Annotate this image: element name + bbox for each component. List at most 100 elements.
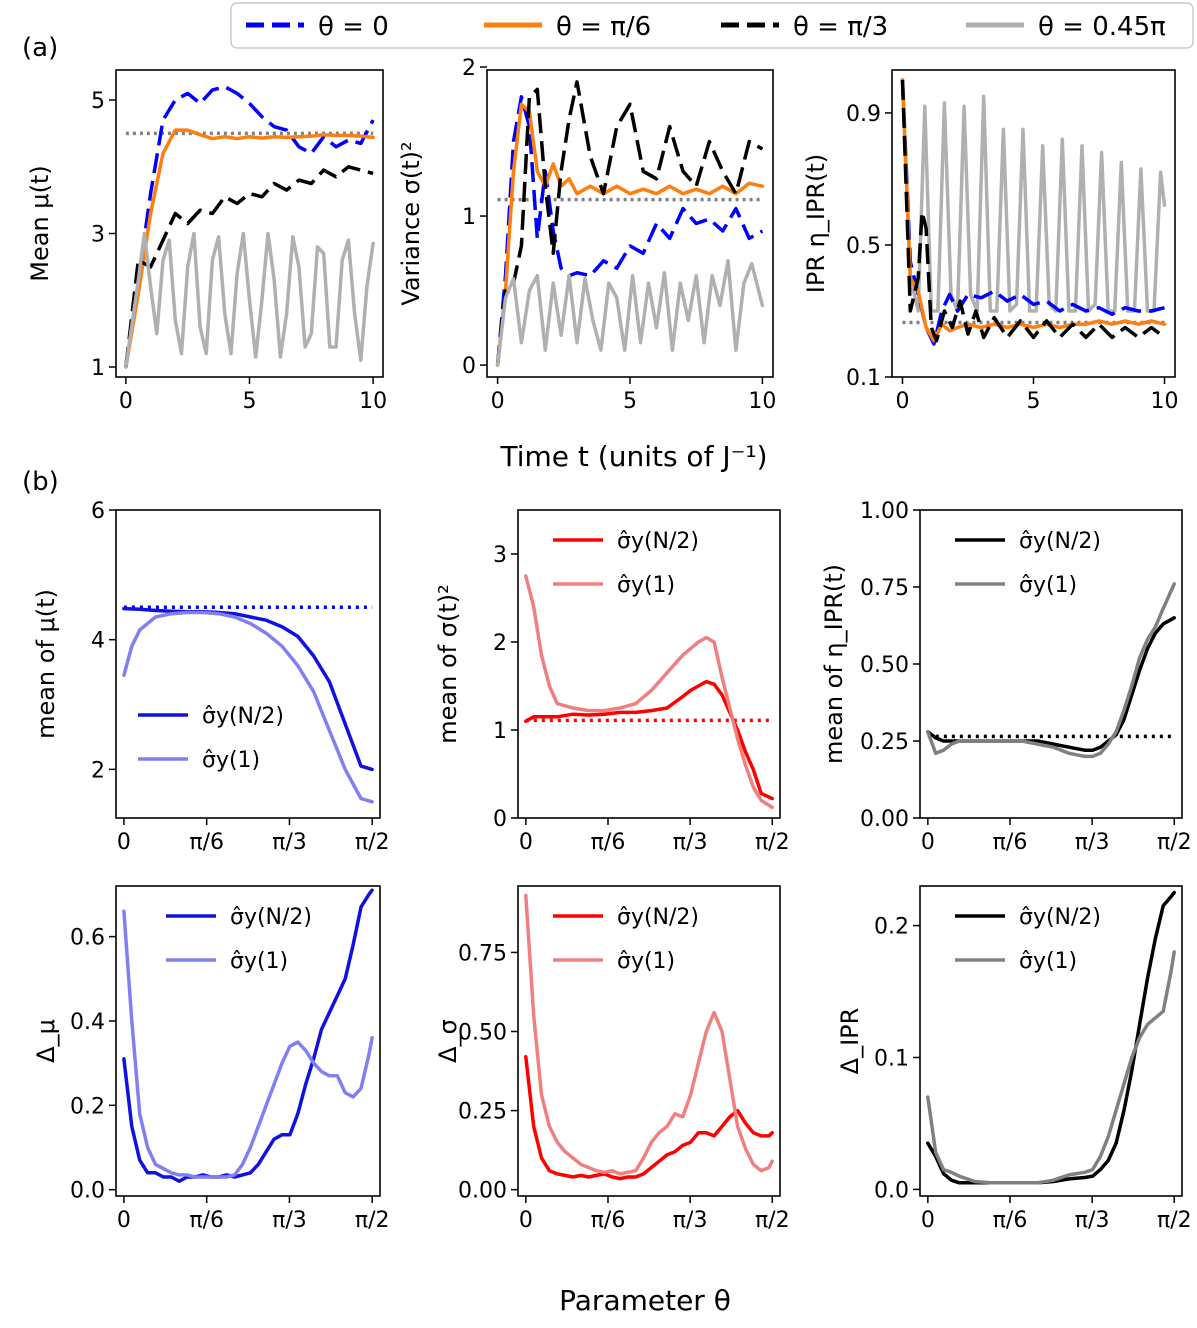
series-line-b5-1: [524, 893, 774, 1176]
legend-b4: σ̂y(N/2) σ̂y(1): [166, 905, 312, 974]
x-tick-label: π/6: [591, 1208, 626, 1233]
legend-label: σ̂y(1): [202, 748, 260, 773]
series-line-b4-1: [122, 909, 374, 1179]
chart-b5: 0 π/6 π/3 π/20.000.250.500.75Δ_σσ̂y(N/2)σ̂y…: [434, 885, 790, 1233]
y-tick-label: 0.1: [846, 366, 881, 391]
legend-label: σ̂y(1): [617, 949, 675, 974]
y-tick-label: 3: [91, 223, 105, 248]
chart-b3: 0 π/6 π/3 π/2 0.00 0.25 0.50 0.75 1.00 mean of η_…: [820, 499, 1192, 855]
legend-label: σ̂y(N/2): [617, 529, 699, 554]
y-tick-label: 0.9: [846, 102, 881, 127]
legend-a: θ = 0 θ = π/6 θ = π/3 θ = 0.45π: [230, 2, 1194, 49]
y-tick-label: 0.50: [860, 653, 909, 678]
x-tick-label: 5: [1027, 389, 1041, 414]
y-tick-label: 0.5: [846, 234, 881, 259]
axes-frame: [919, 885, 1183, 1197]
x-tick-label: π/6: [189, 830, 224, 855]
legend-b1: σ̂y(N/2) σ̂y(1): [138, 704, 284, 773]
y-tick-label: 0.2: [874, 915, 909, 940]
y-tick-label: 0.00: [860, 807, 909, 832]
series-line-b2-1: [524, 574, 774, 810]
parameter-axis-label: Parameter θ: [559, 1284, 731, 1317]
y-axis-label: mean of μ(t): [32, 589, 60, 739]
legend-b3: σ̂y(N/2) σ̂y(1): [955, 529, 1101, 598]
y-tick-label: 0.00: [458, 1179, 507, 1204]
y-tick-label: 0.6: [70, 926, 105, 951]
x-tick-label: π/3: [673, 830, 708, 855]
series-line-b2-0: [524, 679, 774, 801]
x-tick-label: 0: [921, 1208, 935, 1233]
legend-b5: σ̂y(N/2) σ̂y(1): [553, 905, 699, 974]
series-line-a3-2: [900, 78, 1167, 343]
series-line-a1-3: [124, 231, 375, 369]
x-tick-label: π/6: [993, 830, 1028, 855]
axes-frame: [115, 885, 381, 1197]
axes-frame: [517, 509, 781, 819]
series-line-b6-1: [926, 950, 1176, 1185]
x-tick-label: 0: [119, 389, 133, 414]
y-tick-label: 1.00: [860, 499, 909, 524]
y-tick-label: 0.0: [70, 1179, 105, 1204]
legend-label: σ̂y(N/2): [202, 704, 284, 729]
y-tick-label: 0.75: [458, 941, 507, 966]
y-axis-label: mean of η_IPR(t): [820, 564, 848, 764]
x-tick-label: 0: [117, 1208, 131, 1233]
chart-a1: 0 5 10 1 3 5 Mean μ(t): [26, 69, 387, 414]
legend-a-label: θ = 0: [318, 12, 389, 42]
chart-a3: 0 5 10 0.1 0.5 0.9 IPR η_IPR(t): [802, 69, 1179, 414]
series-line-b3-1: [926, 582, 1176, 759]
y-tick-label: 6: [91, 499, 105, 524]
legend-a-box: [230, 2, 1194, 49]
series-line-a2-2: [495, 80, 764, 366]
y-tick-label: 4: [91, 629, 105, 654]
y-tick-label: 0: [462, 354, 476, 379]
panel-a-label: (a): [22, 33, 58, 63]
x-tick-label: π/6: [189, 1208, 224, 1233]
y-tick-label: 0.0: [874, 1178, 909, 1203]
x-tick-label: π/2: [355, 1208, 390, 1233]
series-line-b3-0: [926, 616, 1176, 752]
time-axis-label: Time t (units of J⁻¹): [499, 440, 767, 473]
y-tick-label: 0.25: [458, 1100, 507, 1125]
y-axis-label: IPR η_IPR(t): [802, 154, 830, 293]
legend-a-label: θ = 0.45π: [1038, 12, 1166, 42]
x-tick-label: π/3: [272, 1208, 307, 1233]
x-tick-label: 0: [491, 389, 505, 414]
x-tick-label: π/2: [1157, 1208, 1192, 1233]
y-tick-label: 0: [493, 807, 507, 832]
x-tick-label: π/2: [755, 830, 790, 855]
x-tick-label: 5: [623, 389, 637, 414]
y-tick-label: 3: [493, 543, 507, 568]
x-tick-label: π/3: [1075, 830, 1110, 855]
x-tick-label: 0: [895, 389, 909, 414]
y-axis-label: Mean μ(t): [26, 165, 54, 281]
x-tick-label: 10: [359, 389, 387, 414]
y-tick-label: 0.25: [860, 730, 909, 755]
legend-b6: σ̂y(N/2) σ̂y(1): [955, 905, 1101, 974]
legend-label: σ̂y(N/2): [617, 905, 699, 930]
series-line-a3-3: [900, 79, 1166, 343]
x-tick-label: 10: [1151, 389, 1179, 414]
x-tick-label: π/3: [272, 830, 307, 855]
chart-b1: 0 π/6 π/3 π/2 2 4 6 mean of μ(t) σ̂y(N/2) σ̂y(1): [32, 499, 390, 855]
x-tick-label: 5: [243, 389, 257, 414]
series-line-a3-0: [900, 78, 1167, 313]
axes-frame: [517, 885, 781, 1197]
legend-label: σ̂y(N/2): [1019, 905, 1101, 930]
series-line-a1-2: [124, 165, 374, 368]
x-tick-label: 0: [921, 830, 935, 855]
x-tick-label: π/6: [993, 1208, 1028, 1233]
y-tick-label: 0.4: [70, 1010, 105, 1035]
y-tick-label: 1: [91, 356, 105, 381]
legend-b2: σ̂y(N/2) σ̂y(1): [553, 529, 699, 598]
x-tick-label: π/2: [355, 830, 390, 855]
y-tick-label: 2: [462, 56, 476, 81]
x-tick-label: π/3: [1075, 1208, 1110, 1233]
y-tick-label: 5: [91, 89, 105, 114]
series-line-b1-0: [122, 606, 374, 772]
y-tick-label: 2: [493, 631, 507, 656]
legend-label: σ̂y(N/2): [1019, 529, 1101, 554]
x-tick-label: 0: [117, 830, 131, 855]
legend-label: σ̂y(1): [1019, 949, 1077, 974]
